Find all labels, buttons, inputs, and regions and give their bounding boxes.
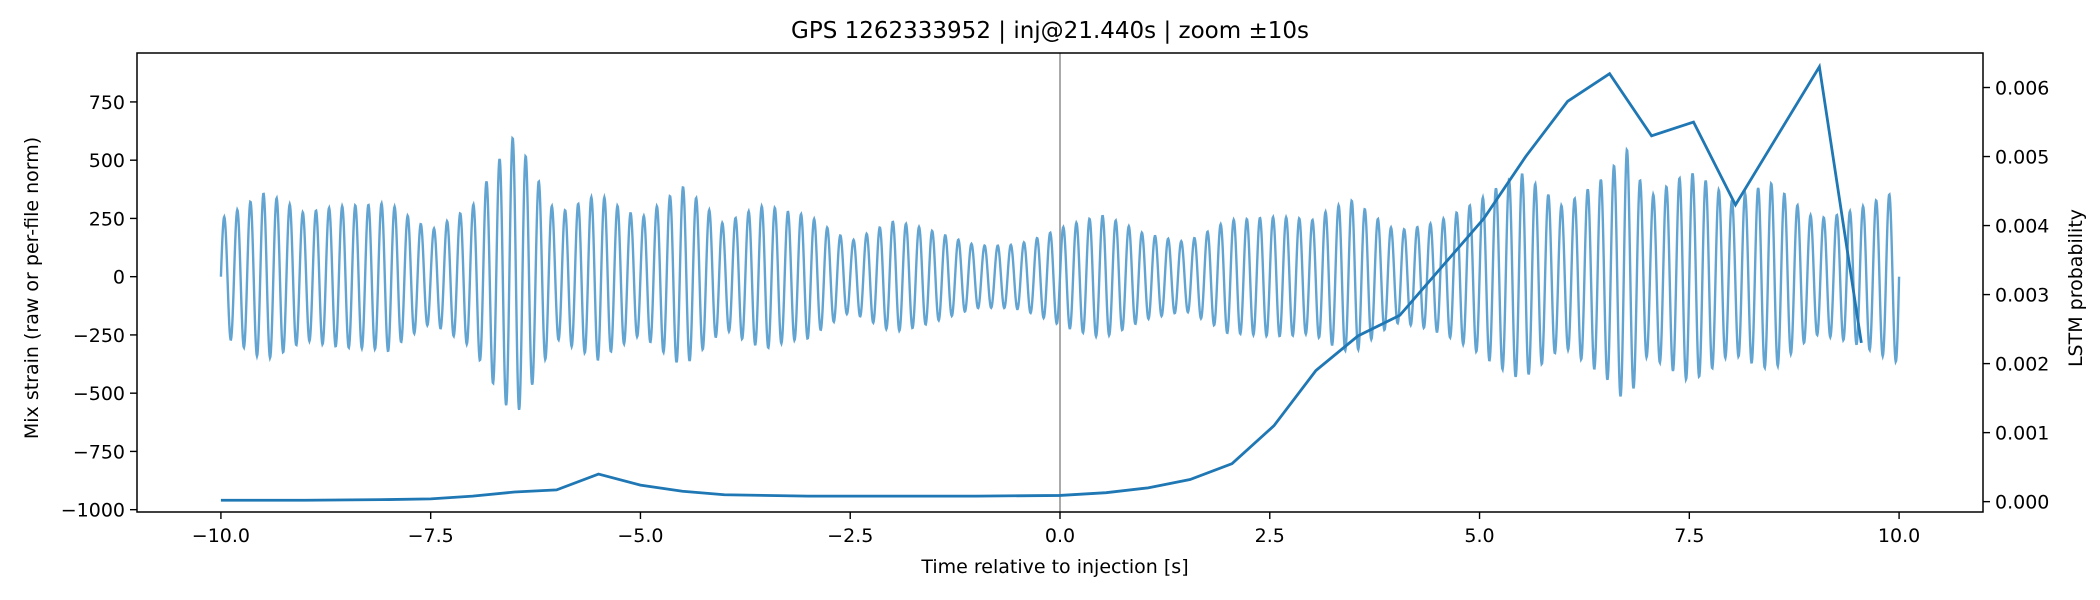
y-tick-label: 750 [89, 92, 125, 114]
plot-frame [136, 52, 1984, 513]
y2-tick-label: 0.006 [1995, 78, 2049, 100]
y2-tick-label: 0.005 [1995, 147, 2049, 169]
strain-series-line [219, 135, 1901, 411]
x-tick-label: −5.0 [617, 525, 663, 547]
y2-axis-ticks: 0.000 0.001 0.002 0.003 0.004 0.005 0.006 [1983, 78, 2049, 514]
y-tick-label: −250 [73, 325, 125, 347]
lstm-probability-line [220, 62, 1863, 502]
y2-tick-label: 0.003 [1995, 285, 2049, 307]
y-axis-label: Mix strain (raw or per-file norm) [21, 137, 43, 439]
x-tick-label: 10.0 [1878, 525, 1920, 547]
y-tick-label: 0 [113, 267, 125, 289]
y-tick-label: 250 [89, 208, 125, 230]
y-tick-label: −500 [73, 383, 125, 405]
y-tick-label: −1000 [61, 500, 125, 522]
x-tick-label: 0.0 [1045, 525, 1075, 547]
y-tick-label: 500 [89, 150, 125, 172]
y2-axis-label: LSTM probability [2065, 209, 2087, 367]
y2-tick-label: 0.002 [1995, 354, 2049, 376]
y-axis-ticks: −1000 −750 −500 −250 0 250 500 750 [61, 92, 137, 522]
y2-tick-label: 0.001 [1995, 423, 2049, 445]
x-tick-label: 7.5 [1674, 525, 1704, 547]
x-axis-ticks: −10.0 −7.5 −5.0 −2.5 0.0 2.5 5.0 7.5 10.0 [192, 512, 1920, 547]
y2-tick-label: 0.004 [1995, 216, 2049, 238]
x-tick-label: 2.5 [1255, 525, 1285, 547]
x-tick-label: −10.0 [192, 525, 250, 547]
y-tick-label: −750 [73, 441, 125, 463]
x-axis-label: Time relative to injection [s] [920, 556, 1188, 578]
x-tick-label: −7.5 [408, 525, 454, 547]
y2-tick-label: 0.000 [1995, 492, 2049, 514]
plot-area [219, 53, 1901, 512]
x-tick-label: 5.0 [1464, 525, 1494, 547]
chart-title: GPS 1262333952 | inj@21.440s | zoom ±10s [791, 18, 1309, 44]
x-tick-label: −2.5 [827, 525, 873, 547]
